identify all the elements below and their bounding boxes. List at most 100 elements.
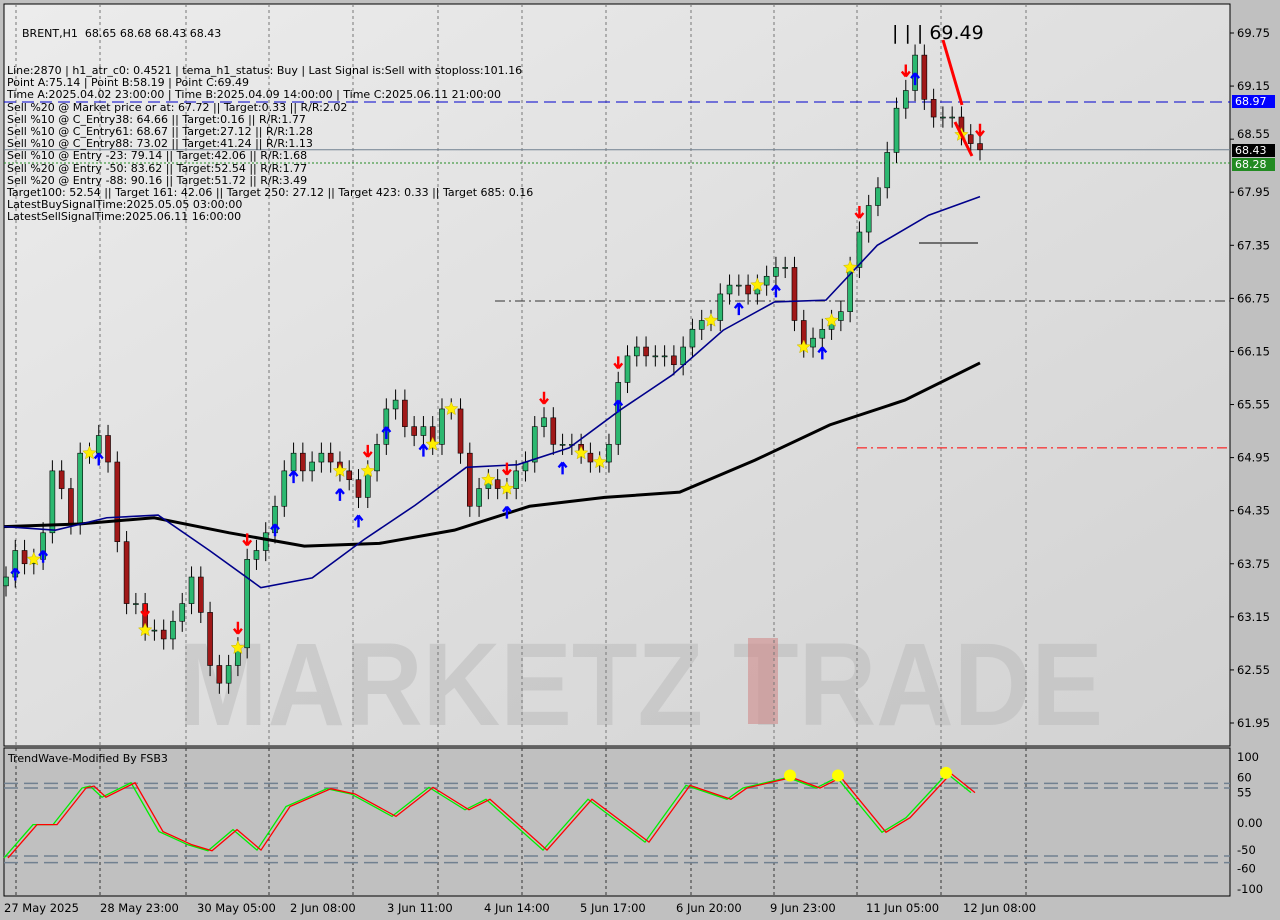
candle [300,452,306,472]
star-icon [26,551,42,566]
sell-arrow-icon [900,64,911,78]
candle [791,267,798,321]
candle [467,452,473,507]
candle [225,665,232,684]
info-line: Sell %10 @ C_Entry88: 73.02 || Target:41… [7,137,313,151]
candle [893,107,900,153]
y-tick-label: 67.35 [1237,238,1270,252]
wave-red-line [7,772,976,859]
signal-dot [784,769,796,782]
candle [457,408,464,454]
candle [531,426,538,463]
buy-arrow-icon [38,550,49,563]
candle [207,612,213,666]
signal-dot [940,766,952,779]
candle [726,284,733,295]
candle [68,488,74,525]
buy-arrow-icon [353,514,364,528]
x-tick-label: 2 Jun 08:00 [290,901,356,915]
star-icon [796,339,812,354]
y-tick-label: 69.15 [1237,79,1270,93]
candle [3,576,9,587]
price-label: 68.97 [1232,94,1275,108]
candle [606,444,612,463]
star-icon [230,640,246,655]
candle [105,435,111,463]
candle [865,205,872,233]
candle [494,479,501,489]
indicator-tick-label: -100 [1237,882,1263,896]
x-tick-label: 27 May 2025 [4,901,79,915]
buy-arrow-icon [613,399,624,413]
candle [902,90,909,109]
indicator-tick-label: -60 [1237,862,1256,876]
candle [439,408,445,445]
candle [884,152,891,189]
info-line: Sell %20 @ Market price or at: 67.72 || … [7,100,348,114]
candle [698,320,705,330]
candle [661,355,668,358]
sell-arrow-icon [501,462,512,476]
y-tick-label: 67.95 [1237,185,1270,199]
candle [21,550,28,565]
candle [179,603,186,622]
candle [912,54,918,91]
info-line: Point A:75.14 | Point B:58.19 | Point C:… [7,76,249,90]
info-line: Sell %10 @ C_Entry61: 68.67 || Target:27… [7,124,313,138]
star-icon [360,463,376,478]
candle [652,355,659,358]
candle [810,337,816,348]
buy-arrow-icon [335,488,345,501]
x-tick-label: 11 Jun 05:00 [866,901,939,915]
buy-arrow-icon [381,426,392,439]
sell-arrow-icon [242,533,253,547]
buy-arrow-icon [770,284,781,298]
sell-arrow-icon [140,604,151,617]
peak-label: | | | 69.49 [892,22,984,44]
indicator-tick-label: 60 [1237,770,1252,784]
candle [383,408,390,445]
info-line: LatestSellSignalTime:2025.06.11 16:00:00 [7,210,242,224]
wedge-line [941,39,964,106]
info-panel: BRENT,H1 68.65 68.68 68.43 68.43 Line:28… [7,4,533,223]
candle [77,452,84,525]
star-icon [592,454,607,469]
candle [736,284,742,287]
star-icon [824,312,839,327]
candle [763,275,770,286]
sell-arrow-icon [613,356,624,370]
wedge-line [953,121,974,157]
y-tick-label: 66.75 [1237,291,1270,305]
candle [680,346,686,366]
info-lines: Line:2870 | h1_atr_c0: 0.4521 | tema_h1_… [7,64,533,223]
info-line: LatestBuySignalTime:2025.05.05 03:00:00 [7,198,243,212]
y-tick-label: 63.15 [1237,610,1270,624]
candle [318,452,325,463]
info-line: Sell %10 @ Entry -23: 79.14 || Target:42… [7,149,308,163]
buy-arrow-icon [817,346,828,360]
candle [49,470,56,534]
candle [58,470,65,489]
candle [253,550,260,560]
x-tick-label: 3 Jun 11:00 [387,901,453,915]
candle [151,629,158,632]
candle [875,187,881,206]
sell-arrow-icon [975,123,985,137]
buy-arrow-icon [93,452,104,466]
x-tick-label: 30 May 05:00 [197,901,276,915]
sell-arrow-icon [539,391,549,405]
symbol-ohlc: BRENT,H1 68.65 68.68 68.43 68.43 [22,27,222,41]
candle [643,346,649,357]
sell-arrow-icon [232,621,243,635]
signal-dot [832,769,844,782]
info-line: Sell %20 @ Entry -50: 83.62 || Target:52… [7,161,308,175]
star-icon [573,445,589,460]
candle [281,470,288,507]
x-tick-label: 5 Jun 17:00 [580,901,646,915]
indicator-title: TrendWave-Modified By FSB3 [8,752,168,765]
candle [513,470,519,489]
indicator-tick-label: -50 [1237,843,1256,857]
buy-arrow-icon [288,470,299,484]
x-tick-label: 12 Jun 08:00 [963,901,1036,915]
candle [262,532,269,551]
